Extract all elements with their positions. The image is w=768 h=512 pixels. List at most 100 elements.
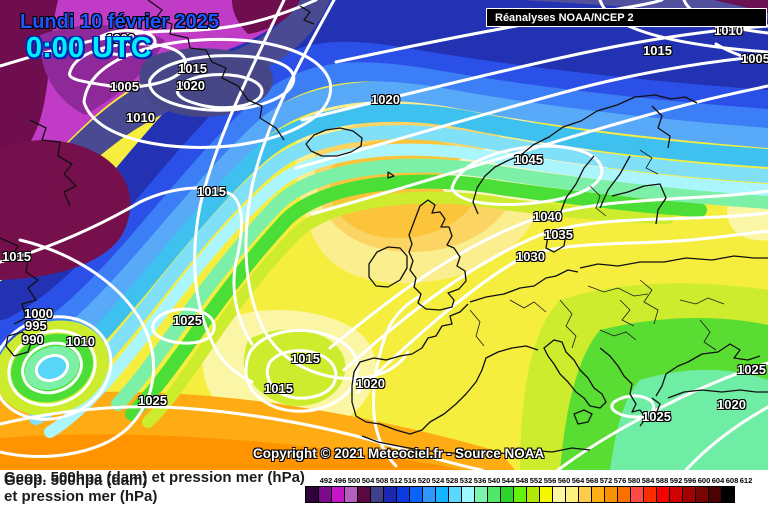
colorbar-cell — [526, 486, 540, 503]
colorbar-cell — [370, 486, 384, 503]
colorbar-tick-label: 552 — [529, 476, 543, 485]
colorbar-tick-label: 532 — [459, 476, 473, 485]
pressure-label: 1020 — [356, 376, 385, 391]
colorbar-tick-label: 536 — [473, 476, 487, 485]
pressure-label: 1025 — [173, 313, 202, 328]
pressure-label: 1000 — [24, 306, 53, 321]
colorbar-cell — [500, 486, 514, 503]
colorbar-tick-label: 540 — [487, 476, 501, 485]
caption-overlay: Geop. 500hpa (dam) et pression mer (hPa) — [4, 469, 305, 486]
footer: Geop. 500hpa (dam) et pression mer (hPa)… — [0, 469, 768, 512]
weather-map-svg — [0, 0, 768, 470]
colorbar-tick-label: 596 — [683, 476, 697, 485]
colorbar-cell — [513, 486, 527, 503]
colorbar-tick-label: 608 — [725, 476, 739, 485]
colorbar-cell — [721, 486, 735, 503]
colorbar-labels: 492 496 500 504 508 512 516 520 524 528 532 536 540 5… — [305, 476, 767, 486]
pressure-label: 1035 — [544, 227, 573, 242]
colorbar-tick-label: 600 — [697, 476, 711, 485]
pressure-contours — [0, 0, 768, 470]
pressure-label: 1020 — [176, 78, 205, 93]
colorbar-tick-label: 592 — [669, 476, 683, 485]
colorbar-cell — [435, 486, 449, 503]
colorbar-tick-label: 576 — [613, 476, 627, 485]
colorbar-cell — [669, 486, 683, 503]
colorbar-tick-label: 588 — [655, 476, 669, 485]
colorbar-tick-label: 516 — [403, 476, 417, 485]
colorbar-cell — [656, 486, 670, 503]
caption-line2: et pression mer (hPa) — [4, 488, 158, 505]
colorbar-tick-label: 524 — [431, 476, 445, 485]
colorbar-cell — [409, 486, 423, 503]
caption: Geop. 500hpa (dam) et pression mer (hPa) — [4, 473, 157, 505]
colorbar-tick-label: 496 — [333, 476, 347, 485]
colorbar-tick-label: 560 — [557, 476, 571, 485]
colorbar-cell — [331, 486, 345, 503]
colorbar-tick-label: 556 — [543, 476, 557, 485]
weather-map: 1000 1015 1020 1005 1010 1020 1015 1010 1005 1015… — [0, 0, 768, 470]
colorbar-cell — [383, 486, 397, 503]
pressure-label: 1025 — [642, 409, 671, 424]
coastlines — [0, 0, 768, 455]
colorbar-cell — [591, 486, 605, 503]
time-label: 0:00 UTC — [26, 32, 152, 64]
colorbar-tick-label — [753, 476, 767, 486]
pressure-label: 1015 — [178, 61, 207, 76]
colorbar-tick-label: 572 — [599, 476, 613, 485]
geopotential-regions — [0, 0, 768, 470]
pressure-label: 1040 — [533, 209, 562, 224]
pressure-label: 1025 — [138, 393, 167, 408]
colorbar-cell — [565, 486, 579, 503]
colorbar-cell — [318, 486, 332, 503]
colorbar-cell — [630, 486, 644, 503]
colorbar-tick-label: 512 — [389, 476, 403, 485]
pressure-label: 1020 — [371, 92, 400, 107]
colorbar-cell — [474, 486, 488, 503]
colorbar-cell — [708, 486, 722, 503]
pressure-label: 1020 — [717, 397, 746, 412]
colorbar-cell — [461, 486, 475, 503]
pressure-label: 1010 — [66, 334, 95, 349]
pressure-label: 1005 — [110, 79, 139, 94]
colorbar-cell — [643, 486, 657, 503]
pressure-label: 1010 — [714, 23, 743, 38]
pressure-label: 1010 — [126, 110, 155, 125]
colorbar-cell — [305, 486, 319, 503]
colorbar-cell — [552, 486, 566, 503]
colorbar-cell — [357, 486, 371, 503]
source-box: Réanalyses NOAA/NCEP 2 — [486, 8, 767, 27]
colorbar-cell — [539, 486, 553, 503]
pressure-label: 995 — [25, 318, 47, 333]
colorbar-cell — [578, 486, 592, 503]
colorbar-cell — [344, 486, 358, 503]
colorbar-tick-label: 492 — [319, 476, 333, 485]
colorbar-tick-label — [305, 476, 319, 486]
colorbar-cells — [305, 486, 735, 503]
pressure-label: 1030 — [516, 249, 545, 264]
colorbar-tick-label: 612 — [739, 476, 753, 485]
pressure-label: 1005 — [741, 51, 768, 66]
colorbar-cell — [422, 486, 436, 503]
colorbar-tick-label: 528 — [445, 476, 459, 485]
colorbar-cell — [487, 486, 501, 503]
pressure-label: 1000 — [106, 31, 135, 46]
colorbar-tick-label: 500 — [347, 476, 361, 485]
colorbar-tick-label: 580 — [627, 476, 641, 485]
colorbar-cell — [682, 486, 696, 503]
pressure-label: 1015 — [643, 43, 672, 58]
colorbar-tick-label: 544 — [501, 476, 515, 485]
colorbar-cell — [448, 486, 462, 503]
colorbar-tick-label: 604 — [711, 476, 725, 485]
colorbar-tick-label: 508 — [375, 476, 389, 485]
pressure-label: 1025 — [737, 362, 766, 377]
colorbar-tick-label: 504 — [361, 476, 375, 485]
caption-line1: Geop. 500hpa (dam) — [4, 472, 148, 489]
colorbar-tick-label: 548 — [515, 476, 529, 485]
copyright-label: Copyright © 2021 Meteociel.fr - Source N… — [253, 446, 545, 461]
colorbar-cell — [695, 486, 709, 503]
pressure-label: 1045 — [514, 152, 543, 167]
colorbar-tick-label: 568 — [585, 476, 599, 485]
date-label: Lundi 10 février 2025 — [20, 11, 219, 33]
colorbar-tick-label: 584 — [641, 476, 655, 485]
